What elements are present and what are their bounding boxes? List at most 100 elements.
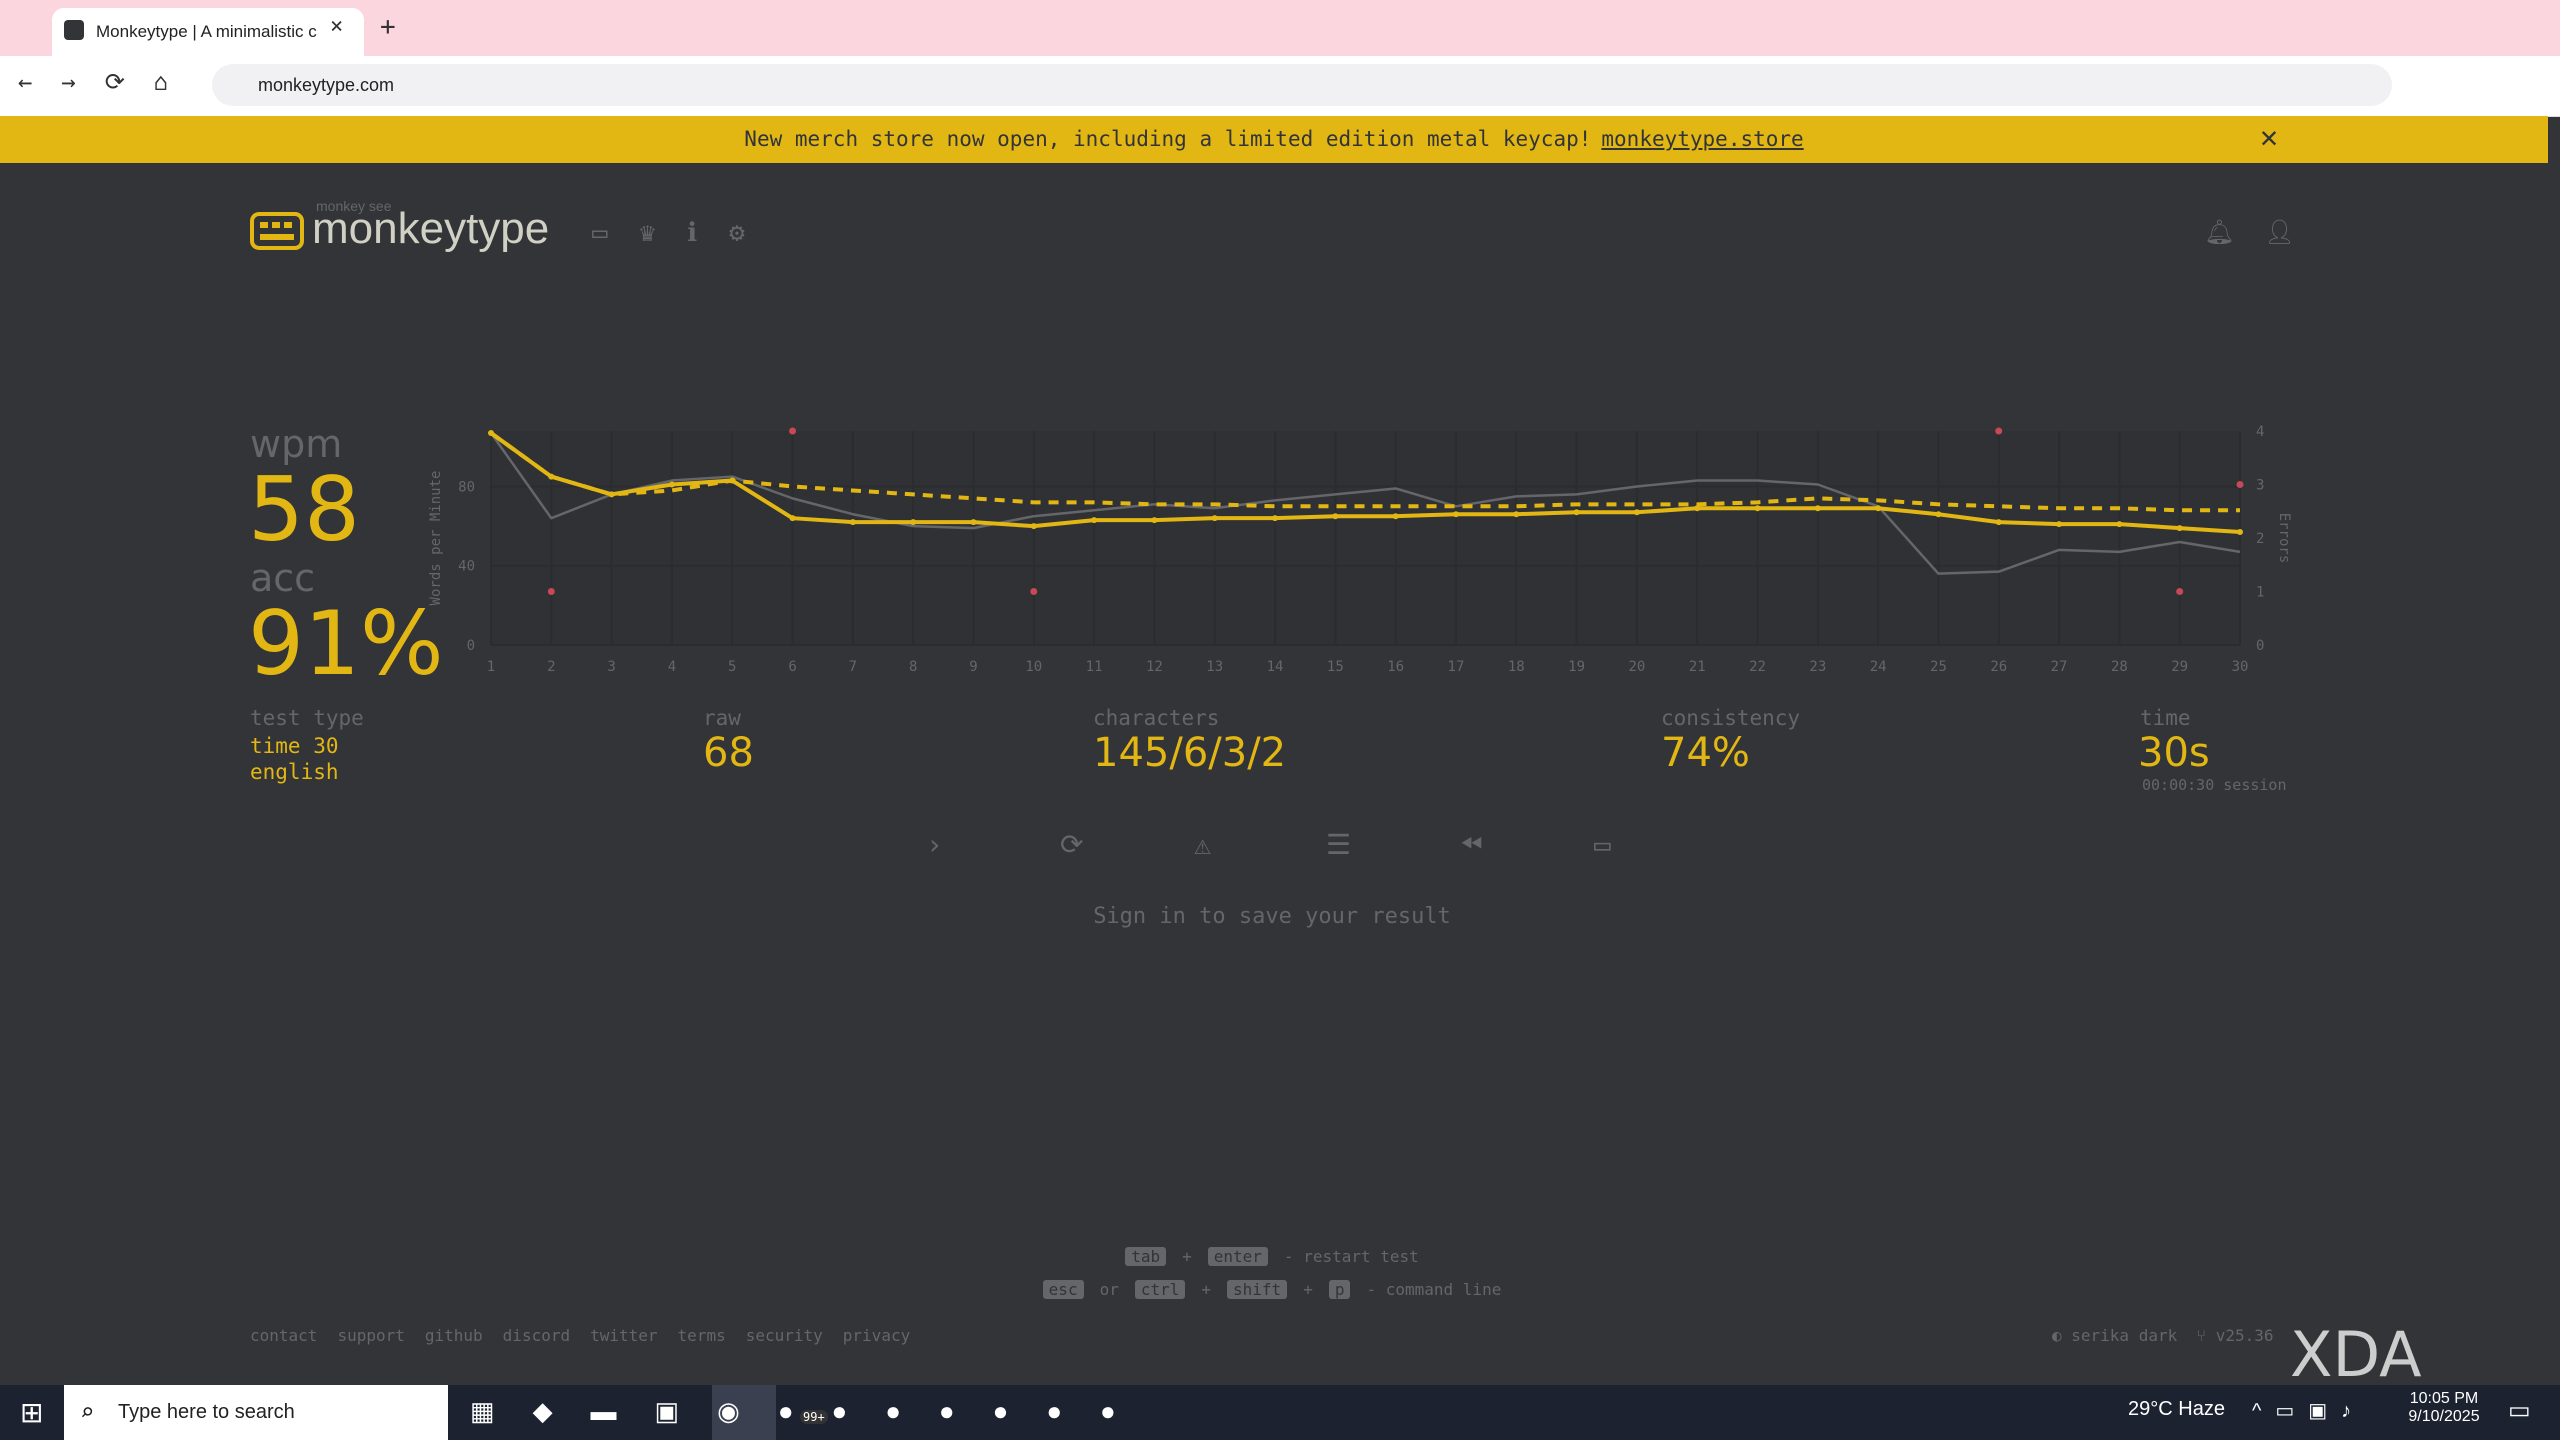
wpm-point (548, 473, 555, 480)
error-point (2176, 588, 2184, 595)
wpm-point (488, 429, 494, 436)
y-tick-label: 40 (458, 559, 475, 575)
x-tick-label: 23 (1809, 659, 1826, 675)
address-bar[interactable]: monkeytype.com (212, 64, 2392, 106)
footer-theme[interactable]: ◐ serika dark ⑂ v25.36 (2052, 1326, 2274, 1345)
x-tick-label: 12 (1146, 659, 1163, 675)
wpm-point (1392, 513, 1399, 520)
x-tick-label: 3 (607, 659, 615, 675)
banner-link[interactable]: monkeytype.store (1601, 127, 1804, 151)
x-tick-label: 16 (1387, 659, 1404, 675)
wpm-point (1272, 515, 1279, 522)
footer-link[interactable]: contact (250, 1326, 318, 1345)
hint-text: + (1303, 1280, 1313, 1299)
x-tick-label: 26 (1990, 659, 2007, 675)
hint-text: + (1201, 1280, 1212, 1299)
pinned-apps[interactable]: ▦◆▬▣◉●●●●●●● (470, 1396, 1154, 1427)
wpm-point (1935, 511, 1942, 518)
footer-link[interactable]: discord (502, 1326, 571, 1345)
wpm-point (2056, 521, 2063, 528)
x-tick-label: 22 (1749, 659, 1766, 675)
start-button[interactable]: ⊞ (20, 1397, 44, 1428)
consistency-label: consistency (1661, 706, 1801, 730)
watermark: XDA (2290, 1318, 2422, 1391)
wpm-point (729, 477, 736, 484)
favicon (64, 20, 84, 40)
time-value: 30s (2138, 730, 2210, 776)
y-tick-label: 0 (467, 638, 475, 654)
temperature: 29°C (2128, 1398, 2173, 1420)
version[interactable]: v25.36 (2215, 1326, 2274, 1345)
hint-text: - command line (1366, 1280, 1502, 1299)
series-line (489, 431, 2241, 535)
test-type-label: test type (250, 706, 364, 730)
error-point (1995, 427, 2003, 435)
footer-links: contact support github discord twitter terms s… (250, 1326, 930, 1345)
browser-tab[interactable]: Monkeytype | A minimalistic c (52, 8, 364, 56)
footer-link[interactable]: privacy (842, 1326, 911, 1345)
sign-in-prompt[interactable]: Sign in to save your result (1093, 904, 1451, 929)
footer-link[interactable]: support (337, 1326, 405, 1345)
clock[interactable]: 10:05 PM 9/10/2025 (2400, 1390, 2488, 1426)
theme[interactable]: serika dark (2071, 1326, 2178, 1345)
test-language: english (250, 760, 339, 784)
y-axis-title: Words per Minute (428, 471, 444, 606)
test-type: time 30 (250, 734, 339, 758)
x-tick-label: 6 (788, 659, 796, 675)
weather[interactable]: 29°C Haze (2128, 1398, 2225, 1421)
date: 9/10/2025 (2408, 1408, 2480, 1425)
error-point (547, 588, 555, 595)
footer-link[interactable]: github (424, 1326, 483, 1345)
key: p (1328, 1280, 1351, 1299)
y2-axis-title: Errors (2276, 513, 2292, 564)
key: shift (1227, 1280, 1288, 1299)
new-tab[interactable]: + (380, 12, 396, 42)
x-tick-label: 17 (1448, 659, 1465, 675)
time: 10:05 PM (2409, 1390, 2479, 1407)
key: enter (1207, 1247, 1268, 1266)
footer-link[interactable]: twitter (590, 1326, 658, 1345)
time-label: time (2140, 706, 2191, 730)
wpm-point (1573, 509, 1580, 516)
tray-icons[interactable]: ^▭▣♪ (2252, 1400, 2366, 1422)
footer-link[interactable]: security (745, 1326, 823, 1345)
wpm-point (970, 519, 977, 526)
x-tick-label: 2 (547, 659, 555, 675)
taskbar-search[interactable]: Type here to search (64, 1385, 448, 1440)
nav-icons[interactable]: ▭♛ℹ⚙ (592, 218, 777, 248)
x-tick-label: 8 (909, 659, 917, 675)
y2-tick-label: 3 (2256, 478, 2264, 494)
wpm-point (1754, 505, 1761, 512)
characters-label: characters (1093, 706, 1220, 730)
characters-value: 145/6/3/2 (1093, 730, 1287, 776)
key: esc (1042, 1280, 1084, 1299)
key-hints: tab + enter - restart test esc or ctrl + shift + p… (0, 1240, 2544, 1306)
x-tick-label: 14 (1267, 659, 1284, 675)
wpm-point (1694, 505, 1701, 512)
wpm-point (668, 481, 675, 488)
footer-link[interactable]: terms (677, 1326, 726, 1345)
wpm-value: 58 (248, 458, 360, 561)
logo-caption: monkey see (316, 198, 392, 214)
wpm-point (1995, 519, 2002, 526)
plot-area (491, 431, 2240, 645)
wpm-point (1452, 511, 1459, 518)
banner-close[interactable]: ✕ (2260, 120, 2279, 155)
logo[interactable]: monkeytype (312, 204, 550, 253)
wpm-point (1875, 505, 1882, 512)
wpm-point (1513, 511, 1520, 518)
account-icons[interactable]: 🔔︎👤︎ (2204, 218, 2325, 246)
error-point (789, 427, 797, 435)
nav-buttons[interactable]: ← → ⟳ ⌂ (18, 68, 169, 96)
acc-label: acc (250, 556, 316, 600)
y2-tick-label: 1 (2256, 585, 2264, 601)
acc-value: 91% (248, 592, 444, 695)
banner-text: New merch store now open, including a li… (744, 127, 1592, 151)
wpm-point (608, 491, 615, 498)
x-tick-label: 20 (1628, 659, 1645, 675)
hint-text: - restart test (1283, 1247, 1419, 1266)
close-tab[interactable]: × (330, 14, 344, 39)
notifications[interactable]: ▭ (2508, 1397, 2531, 1424)
x-tick-label: 30 (2232, 659, 2249, 675)
